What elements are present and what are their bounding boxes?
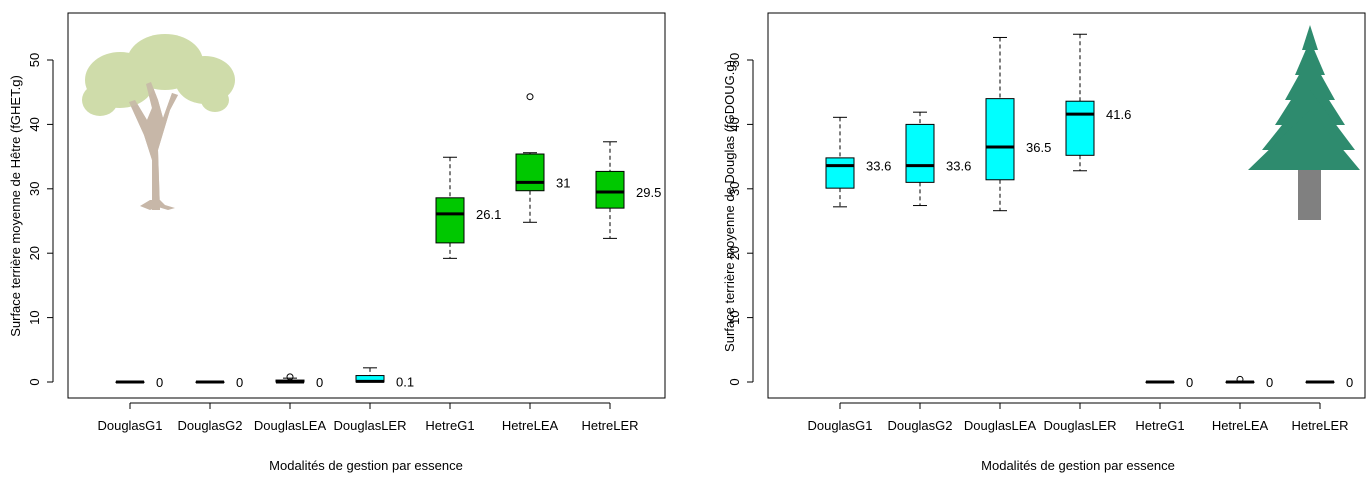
box-HetreG1: 0: [1145, 375, 1193, 390]
median-value-label: 0: [1346, 375, 1353, 390]
x-tick-label: HetreG1: [1135, 418, 1184, 433]
box-HetreLEA: 31: [515, 93, 570, 223]
box-DouglasLER: 0.1: [355, 367, 414, 389]
box-body: [985, 98, 1015, 181]
median-value-label: 0: [316, 375, 323, 390]
x-tick-label: HetreLER: [1291, 418, 1348, 433]
box-DouglasG2: 33.6: [905, 111, 971, 207]
outlier-point: [526, 93, 534, 101]
y-tick-label: 10: [727, 310, 742, 324]
x-tick-label: HetreLEA: [502, 418, 559, 433]
median-value-label: 0: [1186, 375, 1193, 390]
x-tick-label: DouglasG2: [177, 418, 242, 433]
x-tick-label: DouglasLER: [1044, 418, 1117, 433]
y-axis-title: Surface terrière moyenne de Hêtre (fGHET…: [8, 75, 23, 337]
median-value-label: 0: [1266, 375, 1273, 390]
box-DouglasG1: 0: [115, 375, 163, 390]
median-value-label: 33.6: [946, 159, 971, 174]
outlier-point: [1236, 375, 1244, 383]
box-HetreG1: 26.1: [435, 156, 501, 259]
median-value-label: 41.6: [1106, 107, 1131, 122]
x-axis-title: Modalités de gestion par essence: [981, 458, 1175, 473]
x-tick-label: DouglasG1: [807, 418, 872, 433]
x-tick-label: HetreLEA: [1212, 418, 1269, 433]
box-body: [905, 123, 935, 183]
median-value-label: 29.5: [636, 185, 661, 200]
y-tick-label: 0: [27, 378, 42, 385]
box-DouglasLEA: 0: [275, 373, 323, 390]
outlier-point: [286, 373, 294, 381]
conifer-tree-icon: [1248, 25, 1360, 220]
box-body: [435, 197, 465, 244]
median-value-label: 26.1: [476, 207, 501, 222]
box-DouglasG2: 0: [195, 375, 243, 390]
x-tick-label: DouglasLER: [334, 418, 407, 433]
median-value-label: 0: [156, 375, 163, 390]
left-chart: 0 10 20 30 40 50 DouglasG1 DouglasG2 DouglasLEA…: [8, 12, 666, 473]
deciduous-tree-icon: [82, 34, 235, 210]
x-axis-title: Modalités de gestion par essence: [269, 458, 463, 473]
y-tick-label: 50: [727, 53, 742, 67]
y-tick-label: 10: [27, 310, 42, 324]
y-tick-label: 20: [27, 246, 42, 260]
x-tick-label: DouglasG2: [887, 418, 952, 433]
y-tick-label: 50: [27, 53, 42, 67]
y-tick-label: 40: [727, 117, 742, 131]
y-tick-label: 40: [27, 117, 42, 131]
box-DouglasG1: 33.6: [825, 116, 891, 208]
median-value-label: 0.1: [396, 374, 414, 389]
median-value-label: 36.5: [1026, 140, 1051, 155]
median-value-label: 31: [556, 175, 570, 190]
x-tick-label: DouglasLEA: [964, 418, 1037, 433]
median-value-label: 33.6: [866, 159, 891, 174]
median-value-label: 0: [236, 375, 243, 390]
y-axis-title: Surface terrière moyenne de Douglas (fGD…: [722, 60, 737, 352]
x-tick-label: HetreLER: [581, 418, 638, 433]
box-HetreLEA: 0: [1225, 375, 1273, 390]
x-tick-label: HetreG1: [425, 418, 474, 433]
y-tick-label: 20: [727, 246, 742, 260]
y-tick-label: 30: [727, 182, 742, 196]
plot-frame: [767, 12, 1366, 399]
box-body: [825, 157, 855, 189]
y-tick-label: 30: [27, 182, 42, 196]
y-tick-label: 0: [727, 378, 742, 385]
plot-frame: [67, 12, 666, 399]
box-body: [595, 170, 625, 209]
box-body: [515, 153, 545, 192]
box-DouglasLEA: 36.5: [985, 36, 1051, 212]
right-chart: 0 10 20 30 40 50 DouglasG1 DouglasG2 DouglasLEA…: [722, 12, 1366, 473]
box-DouglasLER: 41.6: [1065, 33, 1131, 172]
box-HetreLER: 29.5: [595, 141, 661, 239]
box-body: [1065, 100, 1095, 156]
box-HetreLER: 0: [1305, 375, 1353, 390]
x-tick-label: DouglasG1: [97, 418, 162, 433]
x-tick-label: DouglasLEA: [254, 418, 327, 433]
